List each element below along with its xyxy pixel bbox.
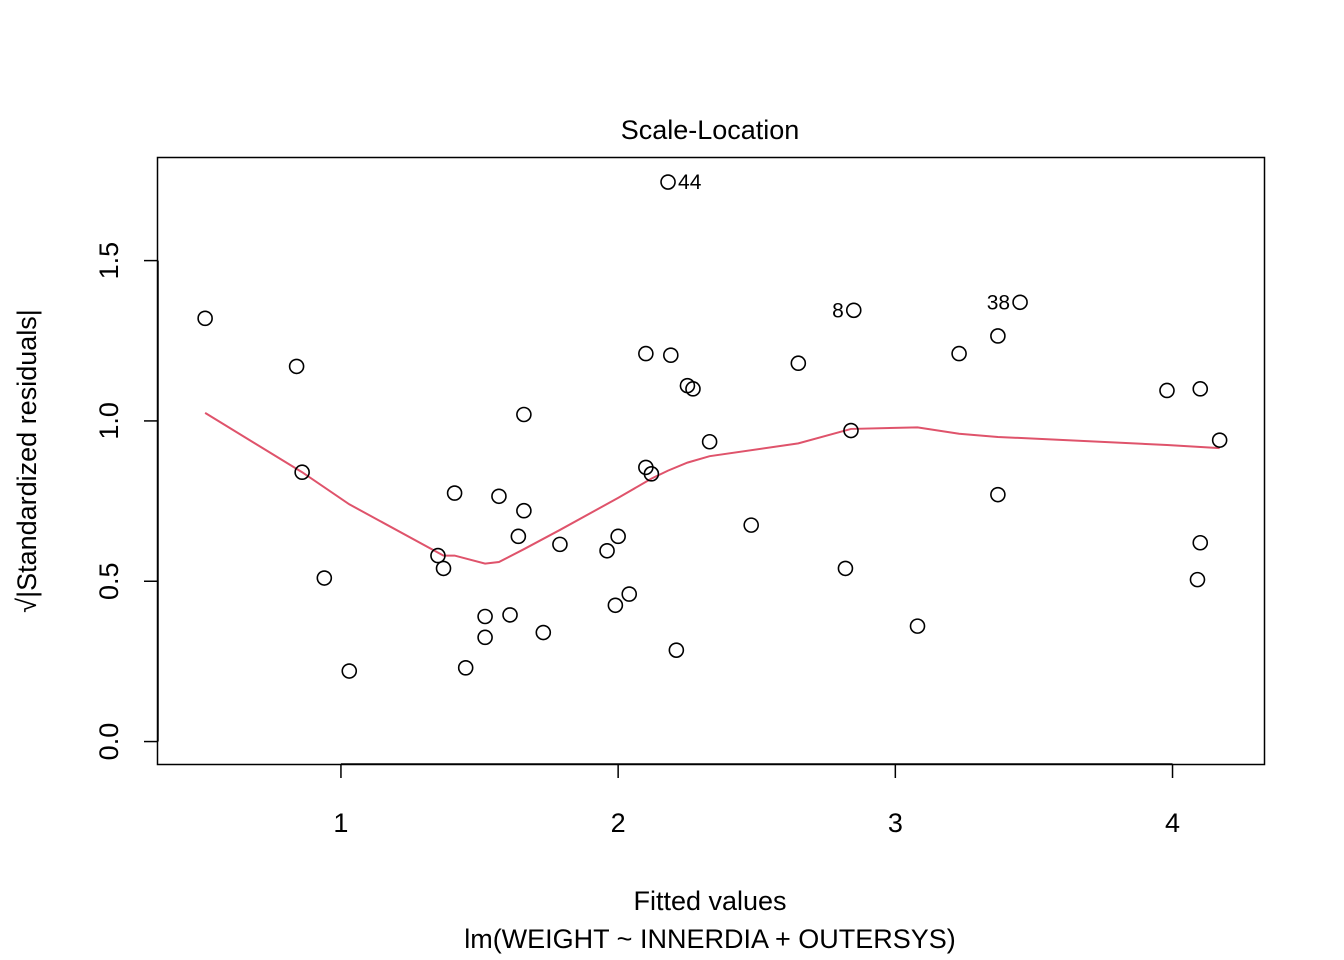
data-point: [790, 355, 807, 372]
data-point: [610, 528, 626, 545]
data-point: [845, 302, 862, 319]
data-point: [552, 536, 568, 553]
data-point: [197, 310, 213, 327]
data-point: [909, 618, 926, 634]
data-point: [430, 547, 446, 564]
data-point: [843, 422, 859, 439]
data-point: [990, 328, 1006, 344]
data-point: [294, 464, 310, 481]
data-point: [1211, 432, 1228, 448]
data-point: [457, 660, 474, 676]
data-point: [638, 345, 654, 362]
y-tick-label: 1.5: [94, 242, 124, 280]
point-labels: 44 8 38: [678, 171, 1010, 322]
data-point: [316, 570, 333, 586]
y-axis-label: √|Standardized residuals|: [12, 309, 42, 613]
smoother-line: [204, 412, 1220, 565]
data-point: [685, 381, 701, 397]
x-tick-label: 2: [611, 808, 626, 838]
data-point: [743, 517, 759, 533]
data-point: [435, 560, 452, 577]
point-id-label: 44: [678, 171, 702, 194]
data-point: [660, 174, 676, 190]
data-point: [1192, 381, 1209, 397]
y-tick-label: 1.0: [94, 402, 124, 440]
data-point: [990, 486, 1006, 503]
data-point: [701, 433, 718, 450]
plot-frame: [156, 156, 1266, 766]
y-tick-label: 0.0: [94, 723, 124, 761]
data-points: [197, 174, 1228, 679]
x-axis-label: Fitted values: [633, 886, 786, 916]
data-point: [1192, 534, 1209, 551]
data-point: [951, 345, 967, 362]
data-point: [516, 406, 532, 423]
y-tick-label: 0.5: [94, 562, 124, 600]
x-tick-label: 4: [1165, 808, 1180, 838]
model-formula-label: lm(WEIGHT ~ INNERDIA + OUTERSYS): [464, 924, 956, 954]
data-point: [607, 597, 624, 614]
data-point: [502, 607, 518, 623]
x-axis: 1 2 3 4: [333, 763, 1180, 838]
point-id-label: 8: [832, 299, 844, 322]
data-point: [510, 528, 527, 545]
data-point: [1159, 382, 1175, 399]
data-point: [341, 663, 358, 679]
x-tick-label: 1: [333, 808, 348, 838]
point-id-label: 38: [987, 291, 1010, 314]
data-point: [491, 488, 507, 505]
x-tick-label: 3: [888, 808, 903, 838]
chart-title: Scale-Location: [621, 115, 800, 145]
data-point: [446, 485, 463, 501]
data-point: [1189, 571, 1206, 588]
data-point: [663, 347, 679, 363]
y-axis: 0.0 0.5 1.0 1.5: [94, 242, 159, 761]
data-point: [599, 542, 615, 559]
data-point: [477, 629, 493, 646]
data-point: [837, 560, 854, 577]
data-point: [288, 358, 305, 375]
data-point: [1012, 294, 1028, 311]
data-point: [516, 502, 532, 519]
data-point: [643, 466, 660, 482]
data-point: [621, 586, 638, 602]
data-point: [668, 642, 685, 658]
data-point: [535, 624, 552, 641]
data-point: [477, 608, 493, 625]
